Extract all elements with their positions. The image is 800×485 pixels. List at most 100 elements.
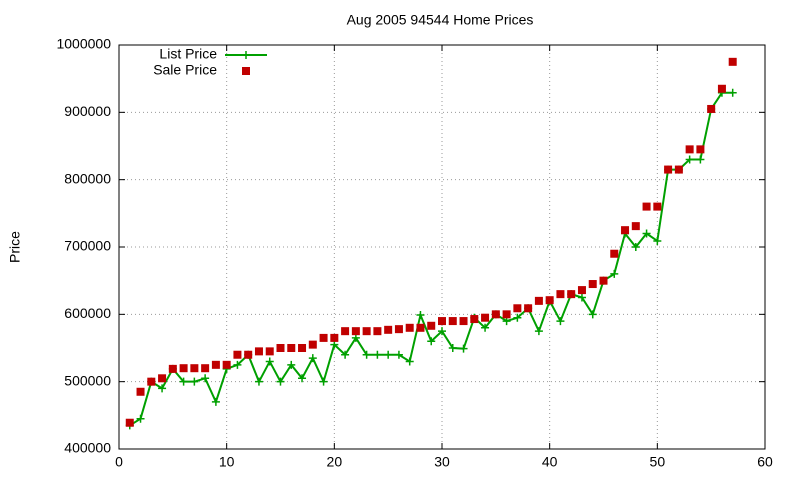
list-price-point (416, 311, 425, 320)
list-price-point (481, 323, 490, 332)
sale-price-point (341, 327, 350, 336)
sale-price-point (319, 333, 328, 342)
list-price-point (341, 350, 350, 359)
sale-price-point (362, 327, 371, 336)
x-tick-label: 60 (757, 454, 773, 470)
list-price-point (298, 374, 307, 383)
list-price-point (201, 374, 210, 383)
sale-price-point (222, 360, 231, 369)
sale-price-point (717, 84, 726, 93)
list-price-point (577, 293, 586, 302)
list-price-point (233, 360, 242, 369)
sale-price-point (147, 377, 156, 386)
sale-price-point (685, 145, 694, 154)
sale-price-point (254, 347, 263, 356)
y-tick-label: 400000 (64, 440, 111, 456)
list-price-point (351, 333, 360, 342)
legend-label: List Price (159, 46, 217, 62)
list-price-point (502, 317, 511, 326)
list-price-point (588, 310, 597, 319)
sale-price-point (642, 202, 651, 211)
list-price-point (362, 350, 371, 359)
x-tick-label: 30 (434, 454, 450, 470)
list-price-point (438, 327, 446, 336)
sale-price-point (491, 310, 500, 319)
sale-price-point (610, 249, 619, 258)
sale-price-point (470, 315, 479, 324)
y-tick-label: 700000 (64, 238, 111, 254)
sale-price-point (201, 364, 210, 373)
x-tick-label: 10 (219, 454, 235, 470)
sale-price-point (577, 286, 586, 295)
sale-price-point (405, 323, 414, 332)
list-price-point (190, 377, 199, 386)
sale-price-point (265, 347, 274, 356)
sale-price-point (481, 313, 490, 322)
list-price-point (384, 350, 393, 359)
sale-price-point (664, 165, 673, 174)
legend-label: Sale Price (153, 62, 217, 78)
sale-price-point (330, 333, 339, 342)
list-price-point (459, 344, 468, 353)
sale-price-point (674, 165, 683, 174)
list-price-point (556, 317, 565, 326)
sale-price-point (373, 327, 382, 336)
list-price-point (136, 414, 145, 423)
sale-price-point (308, 340, 317, 349)
y-tick-label: 500000 (64, 372, 111, 388)
sale-price-point (298, 344, 307, 352)
sale-price-point (524, 304, 533, 313)
list-price-point (685, 155, 694, 164)
y-tick-label: 900000 (64, 103, 111, 119)
list-price-point (373, 350, 382, 359)
sale-price-point (158, 374, 167, 383)
sale-price-point (179, 364, 188, 373)
list-price-point (405, 357, 414, 366)
sale-price-point (588, 280, 597, 289)
sale-price-point (696, 145, 705, 154)
x-tick-label: 20 (327, 454, 343, 470)
sale-price-point (653, 202, 662, 211)
sale-price-point (448, 317, 457, 326)
legend-swatch (242, 67, 250, 75)
list-price-point (287, 360, 296, 369)
sale-price-point (276, 344, 285, 352)
list-price-point (631, 243, 640, 251)
sale-price-point (125, 418, 134, 427)
list-price-point (427, 337, 436, 346)
list-price-point (330, 340, 339, 349)
x-tick-label: 40 (542, 454, 558, 470)
sale-price-point (384, 325, 393, 334)
list-price-point (394, 350, 403, 359)
sale-price-point (513, 304, 522, 313)
list-price-point (276, 377, 285, 386)
sale-price-point (233, 350, 242, 359)
list-price-point (534, 327, 543, 336)
y-tick-label: 800000 (64, 170, 111, 186)
list-price-point (610, 269, 619, 278)
sale-price-point (502, 310, 511, 319)
sale-price-point (287, 344, 296, 352)
legend-swatch (242, 51, 250, 59)
list-price-point (448, 344, 457, 352)
list-price-point (211, 397, 220, 406)
list-price-point (513, 313, 522, 322)
sale-price-point (728, 57, 737, 66)
y-tick-label: 1000000 (56, 36, 111, 52)
sale-price-point (394, 325, 403, 334)
sale-price-point (459, 317, 468, 326)
sale-price-point (438, 317, 446, 326)
list-price-point (254, 377, 263, 386)
list-price-point (319, 377, 328, 386)
list-price-point (696, 155, 705, 164)
sale-price-point (707, 104, 716, 113)
sale-price-point (567, 290, 576, 299)
sale-price-point (621, 226, 630, 235)
list-price-point (728, 88, 737, 97)
sale-price-point (427, 321, 436, 330)
sale-price-point (168, 364, 177, 373)
sale-price-point (599, 276, 608, 285)
